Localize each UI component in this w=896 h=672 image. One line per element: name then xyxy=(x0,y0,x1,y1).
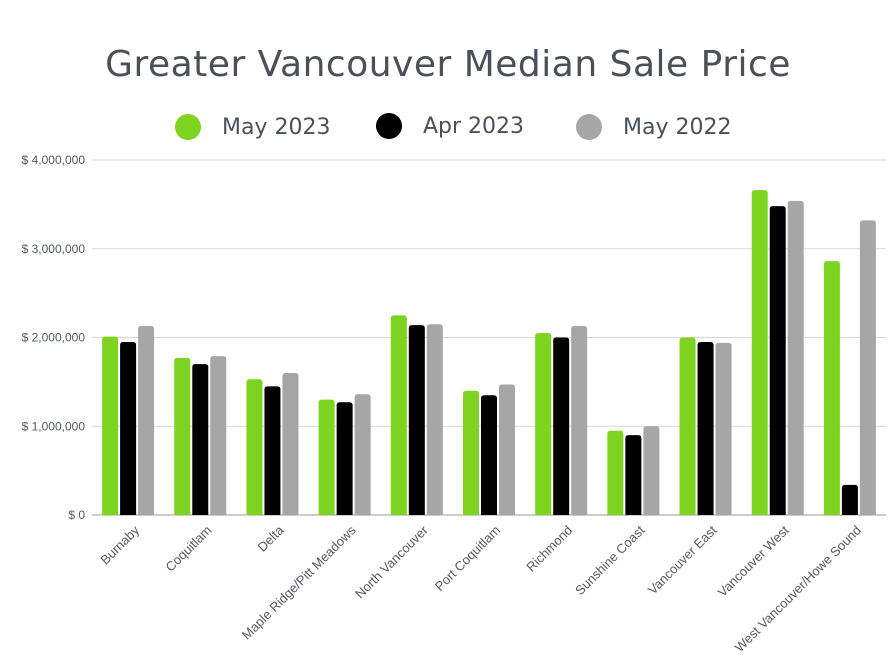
bar-vancouver-west-apr-2023 xyxy=(769,206,786,515)
bar-vancouver-west-may-2023 xyxy=(751,190,768,516)
x-tick-label: Burnaby xyxy=(97,522,142,567)
y-axis: $ 0 $ 1,000,000 $ 2,000,000 $ 3,000,000 $ 4,… xyxy=(22,153,86,522)
bar-west-vancouver-howe-sound-may-2023 xyxy=(823,261,840,515)
bar-west-vancouver-howe-sound-may-2022 xyxy=(859,220,876,515)
bar-richmond-apr-2023 xyxy=(553,337,570,515)
bar-coquitlam-apr-2023 xyxy=(192,364,209,515)
bars xyxy=(102,190,876,516)
bar-maple-ridge-pitt-meadows-may-2023 xyxy=(318,399,335,515)
x-tick-label: North Vancouver xyxy=(352,522,431,601)
y-tick-label: $ 1,000,000 xyxy=(22,419,86,433)
bar-burnaby-may-2022 xyxy=(138,325,155,515)
y-tick-label: $ 3,000,000 xyxy=(22,242,86,256)
chart-title: Greater Vancouver Median Sale Price xyxy=(105,44,791,85)
bar-coquitlam-may-2023 xyxy=(174,357,191,515)
y-tick-label: $ 2,000,000 xyxy=(22,331,86,345)
bar-vancouver-east-apr-2023 xyxy=(697,341,714,515)
bar-delta-apr-2023 xyxy=(264,386,281,515)
bar-port-coquitlam-may-2023 xyxy=(463,390,479,515)
bar-north-vancouver-apr-2023 xyxy=(408,325,425,515)
x-tick-label: Vancouver West xyxy=(715,522,792,599)
bar-west-vancouver-howe-sound-apr-2023 xyxy=(841,484,858,515)
bar-maple-ridge-pitt-meadows-apr-2023 xyxy=(336,402,353,515)
bar-burnaby-apr-2023 xyxy=(120,341,137,515)
bar-vancouver-west-may-2022 xyxy=(787,200,804,515)
bar-coquitlam-may-2022 xyxy=(210,356,227,515)
legend-label-may-2022: May 2022 xyxy=(623,114,732,140)
bar-richmond-may-2023 xyxy=(535,333,552,515)
bar-maple-ridge-pitt-meadows-may-2022 xyxy=(354,394,371,515)
legend-item-may-2023: May 2023 xyxy=(175,114,330,140)
bar-delta-may-2022 xyxy=(282,373,299,515)
bar-port-coquitlam-may-2022 xyxy=(499,384,515,515)
legend-swatch-may-2022 xyxy=(576,114,602,140)
bar-burnaby-may-2023 xyxy=(102,336,119,515)
legend-item-may-2022: May 2022 xyxy=(576,114,731,140)
x-tick-label: Delta xyxy=(255,522,288,555)
bar-vancouver-east-may-2023 xyxy=(679,337,696,515)
legend-label-apr-2023: Apr 2023 xyxy=(423,113,525,139)
bar-sunshine-coast-apr-2023 xyxy=(625,435,642,515)
bar-richmond-may-2022 xyxy=(571,325,588,515)
y-tick-label: $ 4,000,000 xyxy=(22,153,86,167)
x-tick-label: Port Coquitlam xyxy=(432,523,503,594)
bar-delta-may-2023 xyxy=(246,379,263,515)
bar-sunshine-coast-may-2023 xyxy=(607,430,624,515)
legend-label-may-2023: May 2023 xyxy=(222,114,331,140)
x-tick-label: Maple Ridge/Pitt Meadows xyxy=(239,522,359,642)
bar-north-vancouver-may-2022 xyxy=(426,324,443,515)
x-tick-label: Coquitlam xyxy=(162,523,214,575)
bar-vancouver-east-may-2022 xyxy=(715,342,732,515)
legend-swatch-apr-2023 xyxy=(376,113,402,139)
legend-item-apr-2023: Apr 2023 xyxy=(376,113,524,139)
x-tick-label: Vancouver East xyxy=(645,522,720,597)
bar-sunshine-coast-may-2022 xyxy=(643,426,660,515)
x-tick-label: Sunshine Coast xyxy=(572,522,648,598)
x-tick-label: Richmond xyxy=(523,523,575,575)
legend-swatch-may-2023 xyxy=(175,114,201,140)
bar-north-vancouver-may-2023 xyxy=(390,315,407,515)
bar-port-coquitlam-apr-2023 xyxy=(481,395,497,515)
y-tick-label: $ 0 xyxy=(68,508,85,522)
x-tick-label: West Vancouver/Howe Sound xyxy=(732,523,864,655)
